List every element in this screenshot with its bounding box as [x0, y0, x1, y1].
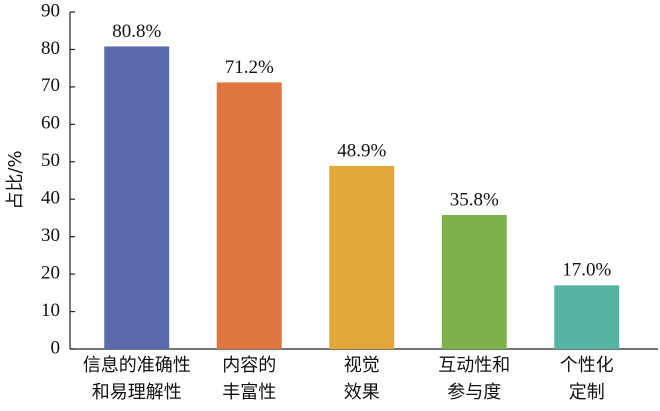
bar	[104, 46, 170, 350]
y-axis-label: 占比/%	[5, 150, 26, 209]
bar	[441, 214, 507, 349]
y-tick-label: 20	[41, 262, 60, 283]
y-tick-label: 50	[41, 150, 60, 171]
value-label: 17.0%	[562, 260, 611, 281]
x-tick-label: 定制	[569, 382, 605, 403]
y-tick-label: 70	[41, 75, 60, 96]
x-tick-label: 参与度	[447, 382, 501, 403]
x-tick-label: 内容的	[222, 355, 276, 376]
value-label: 35.8%	[450, 189, 499, 210]
x-tick-label: 个性化	[560, 355, 614, 376]
y-tick-label: 40	[41, 188, 60, 209]
x-tick-label: 信息的准确性	[83, 355, 191, 376]
x-tick-label: 和易理解性	[92, 382, 182, 403]
x-tick-label: 效果	[344, 382, 380, 403]
y-tick-label: 90	[41, 0, 60, 21]
value-label: 80.8%	[112, 21, 161, 42]
x-tick-label: 视觉	[344, 355, 380, 376]
bar	[216, 82, 282, 349]
value-label: 48.9%	[337, 140, 386, 161]
x-tick-label: 互动性和	[438, 355, 510, 376]
y-tick-label: 30	[41, 225, 60, 246]
y-tick-label: 10	[41, 300, 60, 321]
y-tick-label: 0	[51, 337, 61, 358]
value-label: 71.2%	[225, 57, 274, 78]
bar	[554, 285, 620, 349]
bar	[329, 165, 395, 349]
x-tick-label: 丰富性	[222, 382, 276, 403]
y-tick-label: 60	[41, 113, 60, 134]
y-tick-label: 80	[41, 38, 60, 59]
